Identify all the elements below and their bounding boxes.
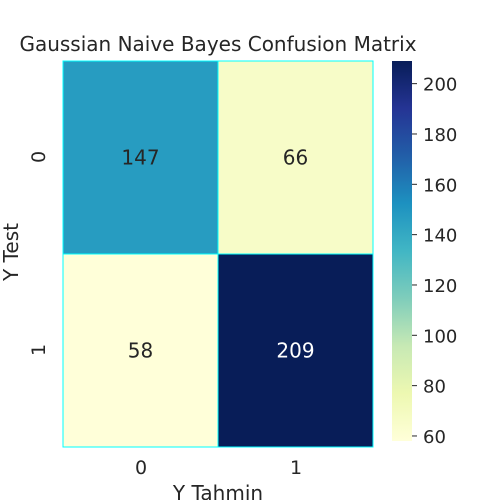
colorbar-tick-label-80: 80 (423, 377, 446, 398)
colorbar-tick-label-100: 100 (423, 326, 457, 347)
x-axis-label: Y Tahmin (172, 481, 263, 500)
y-axis: 0 1 Y Test (0, 151, 50, 356)
y-axis-label: Y Test (0, 223, 23, 282)
colorbar-ticks: 60 80 100 120 140 160 180 200 (412, 75, 457, 448)
heatmap-cell-0-0 (62, 60, 219, 255)
colorbar-tick-label-140: 140 (423, 226, 457, 247)
heatmap-cell-0-1 (217, 60, 374, 255)
heatmap-cell-1-0 (62, 253, 219, 448)
cell-value-label-1-0: 58 (128, 339, 153, 363)
cell-value-label-0-0: 147 (121, 146, 159, 170)
colorbar-tick-label-160: 160 (423, 175, 457, 196)
cell-value-label-0-1: 66 (283, 146, 308, 170)
heatmap-cells: 147 66 58 209 (62, 60, 374, 448)
x-tick-label-1: 1 (290, 457, 302, 479)
cell-value-label-1-1: 209 (276, 339, 314, 363)
colorbar-tick-label-120: 120 (423, 276, 457, 297)
colorbar-tick-label-180: 180 (423, 125, 457, 146)
y-tick-label-0: 0 (28, 151, 50, 163)
colorbar-gradient (392, 61, 412, 441)
colorbar: 60 80 100 120 140 160 180 200 (392, 61, 457, 448)
x-tick-label-0: 0 (135, 457, 147, 479)
chart-title: Gaussian Naive Bayes Confusion Matrix (19, 32, 416, 56)
heatmap-cell-1-1 (217, 253, 374, 448)
colorbar-tick-label-200: 200 (423, 75, 457, 96)
y-tick-label-1: 1 (28, 344, 50, 356)
x-axis: 0 1 Y Tahmin (135, 457, 302, 500)
colorbar-tick-label-60: 60 (423, 427, 446, 448)
